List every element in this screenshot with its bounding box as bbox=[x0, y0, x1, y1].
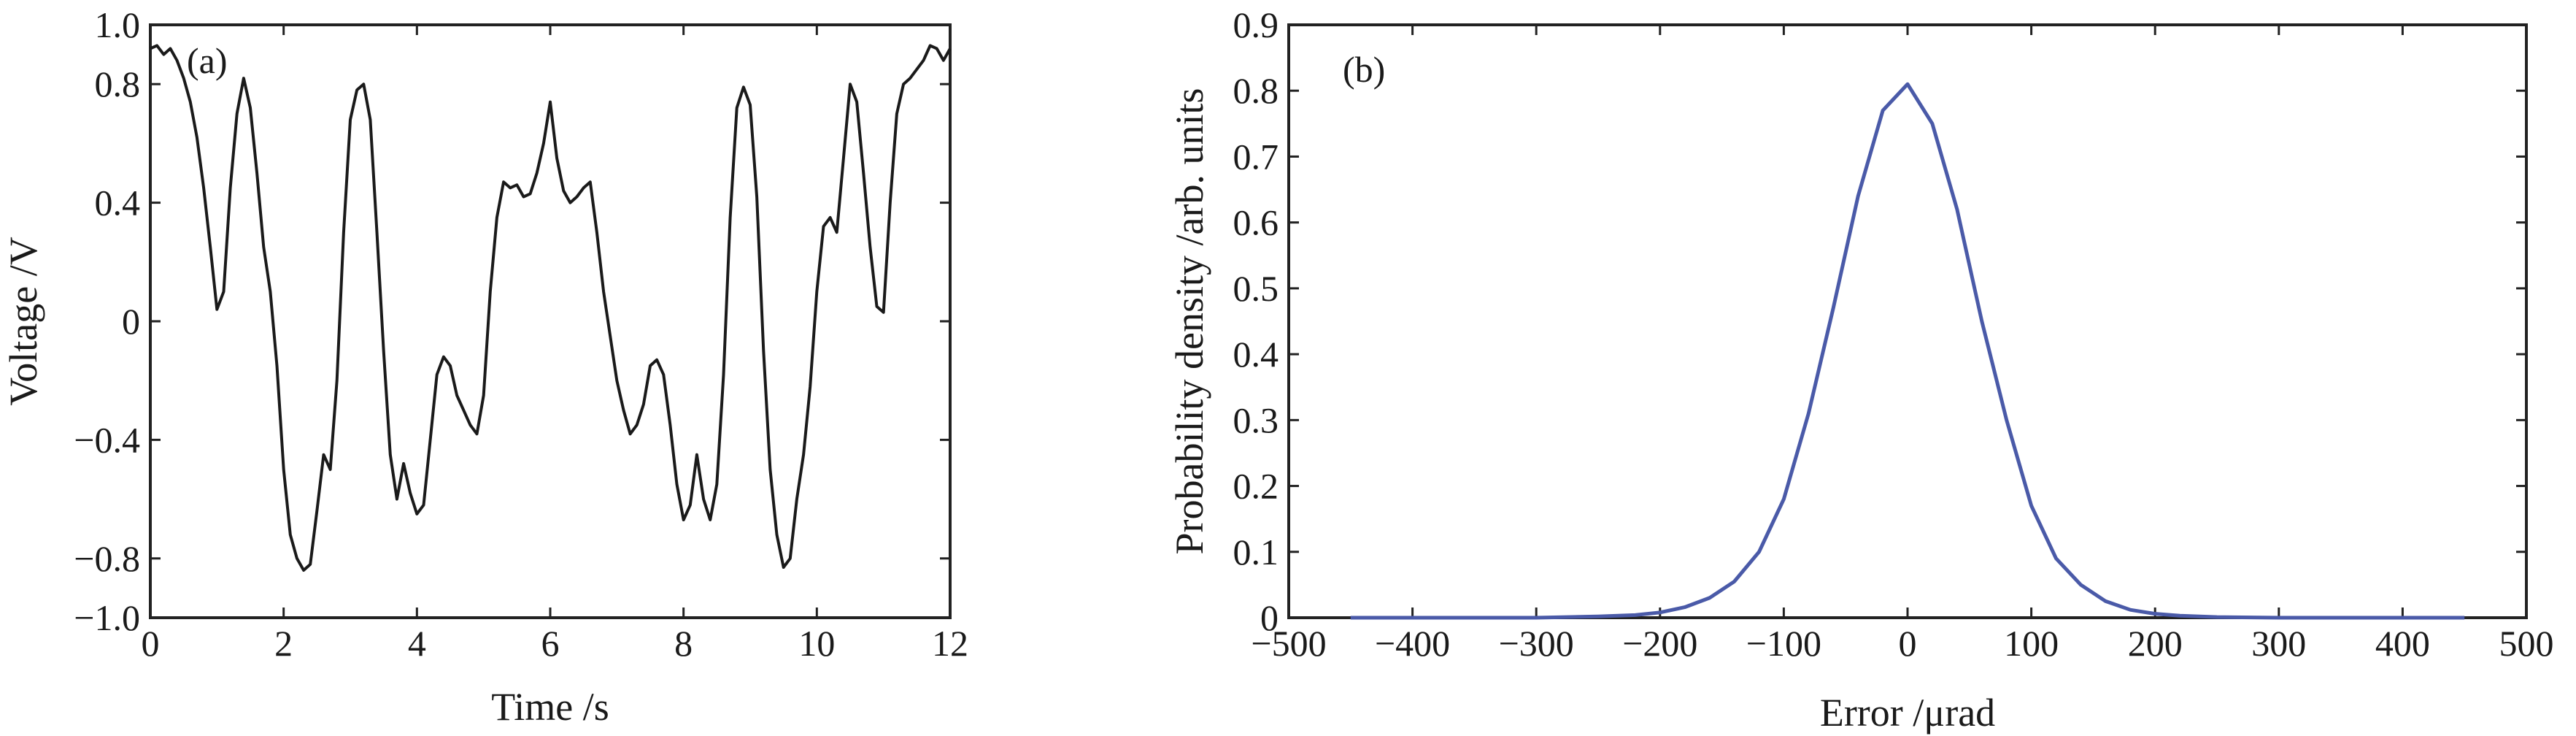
y-tick-label-a: 0 bbox=[122, 301, 140, 342]
y-tick-label-b: 0.9 bbox=[1233, 4, 1279, 45]
x-tick-label-b: −100 bbox=[1746, 623, 1821, 664]
x-axis-label-b: Error /μrad bbox=[1820, 691, 1995, 735]
series-line-b bbox=[1350, 82, 2465, 620]
x-tick-label-b: 100 bbox=[2004, 623, 2059, 664]
plot-frame-b bbox=[1287, 23, 2528, 619]
y-tick-label-a: 0.8 bbox=[95, 64, 141, 104]
x-tick-label-a: 0 bbox=[142, 623, 160, 664]
y-tick-label-a: 0.4 bbox=[95, 183, 141, 223]
y-tick-label-a: −0.8 bbox=[74, 538, 140, 579]
x-tick-label-b: 0 bbox=[1899, 623, 1917, 664]
x-tick-label-a: 12 bbox=[932, 623, 968, 664]
y-tick-label-b: 0.4 bbox=[1233, 334, 1279, 375]
series-line-a bbox=[150, 44, 952, 572]
y-tick-label-b: 0.1 bbox=[1233, 532, 1279, 572]
x-tick-label-b: 400 bbox=[2375, 623, 2430, 664]
y-tick-label-b: 0 bbox=[1260, 597, 1279, 638]
y-axis-label-b: Probability density /arb. units bbox=[1168, 88, 1211, 555]
y-tick-label-b: 0.3 bbox=[1233, 399, 1279, 440]
y-tick-label-b: 0.7 bbox=[1233, 136, 1279, 177]
x-tick-label-a: 4 bbox=[408, 623, 426, 664]
y-tick-label-b: 0.8 bbox=[1233, 70, 1279, 111]
x-axis-label-a: Time /s bbox=[491, 685, 609, 729]
x-tick-label-b: 200 bbox=[2128, 623, 2183, 664]
chart-panel-a: (a) 0 2 4 6 8 10 12 −1.0 −0.8 −0.4 0 0.4 0.8 1.0 Time… bbox=[1, 4, 968, 729]
x-tick-label-b: 500 bbox=[2499, 623, 2554, 664]
chart-panel-b: (b) −500 −400 −300 −200 −100 0 100 200 300 400 500… bbox=[1168, 4, 2554, 735]
y-tick-label-a: 1.0 bbox=[95, 4, 141, 45]
y-tick-label-b: 0.2 bbox=[1233, 466, 1279, 507]
y-tick-label-b: 0.5 bbox=[1233, 268, 1279, 309]
y-tick-label-a: −1.0 bbox=[74, 597, 140, 638]
panel-label-b: (b) bbox=[1343, 49, 1385, 90]
x-tick-label-b: −200 bbox=[1622, 623, 1697, 664]
x-tick-label-b: −300 bbox=[1499, 623, 1574, 664]
x-tick-label-a: 8 bbox=[674, 623, 693, 664]
axis-ticks-a: 0 2 4 6 8 10 12 −1.0 −0.8 −0.4 0 0.4 0.8 1.0 bbox=[74, 4, 968, 664]
y-tick-label-b: 0.6 bbox=[1233, 202, 1279, 243]
x-tick-label-a: 6 bbox=[541, 623, 560, 664]
axis-ticks-b: −500 −400 −300 −200 −100 0 100 200 300 400 500 0 0.1… bbox=[1233, 4, 2554, 664]
y-axis-label-a: Voltage /V bbox=[1, 237, 45, 405]
x-tick-label-a: 2 bbox=[274, 623, 293, 664]
panel-label-a: (a) bbox=[187, 40, 228, 81]
x-tick-label-b: −500 bbox=[1251, 623, 1326, 664]
x-tick-label-b: 300 bbox=[2251, 623, 2306, 664]
y-tick-label-a: −0.4 bbox=[74, 419, 140, 460]
x-tick-label-a: 10 bbox=[798, 623, 835, 664]
x-tick-label-b: −400 bbox=[1375, 623, 1450, 664]
